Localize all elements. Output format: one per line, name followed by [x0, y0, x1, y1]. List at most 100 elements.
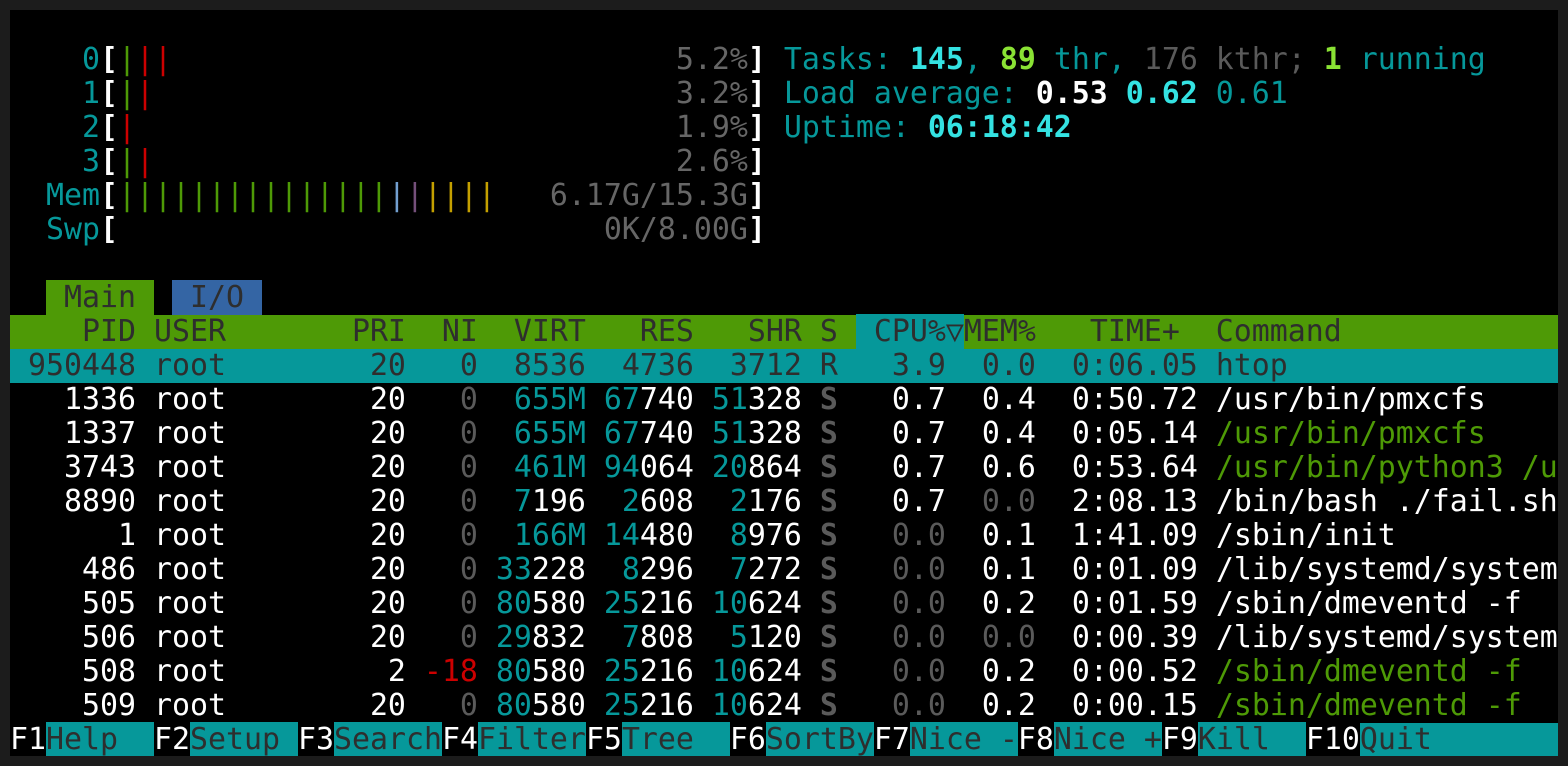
running-label: running — [1341, 42, 1486, 77]
virt-value: 655M — [513, 416, 586, 451]
res-thousands: 94 — [603, 450, 640, 485]
fkey-nice-button[interactable]: Nice + — [1053, 722, 1162, 756]
fkey-f6[interactable]: F6 — [729, 722, 766, 756]
state: R — [819, 348, 838, 383]
process-row[interactable]: 506 root 20 0 29832 7808 5120 S 0.0 0.0 … — [10, 621, 1558, 655]
fkey-f5[interactable]: F5 — [585, 722, 622, 756]
res-units: 064 — [639, 450, 694, 485]
column-ni[interactable]: NI — [405, 314, 478, 349]
pad — [694, 416, 712, 451]
fkey-f1[interactable]: F1 — [10, 722, 46, 756]
column-res[interactable]: RES — [585, 314, 694, 349]
shr: 2176 — [694, 484, 802, 519]
fkey-f10[interactable]: F10 — [1305, 722, 1360, 756]
pad — [694, 518, 730, 553]
pad — [586, 484, 622, 519]
column-mem[interactable]: MEM% — [963, 314, 1036, 349]
pid: 1337 — [10, 416, 136, 451]
state: S — [819, 688, 838, 723]
pad — [586, 688, 604, 723]
virt-value: 461M — [513, 450, 586, 485]
user: root — [153, 586, 316, 621]
fkey-tree-button[interactable]: Tree — [621, 722, 730, 756]
pid: 1336 — [10, 382, 136, 417]
tab-io[interactable]: I/O — [171, 280, 262, 315]
fkey-sortby-button[interactable]: SortBy — [765, 722, 874, 756]
command: /sbin/init — [1215, 518, 1396, 553]
meter-bar-segment: | — [117, 42, 136, 77]
fkey-f4[interactable]: F4 — [441, 722, 478, 756]
tasks-count: 145 — [909, 42, 964, 77]
user: root — [153, 348, 316, 383]
fkey-f7[interactable]: F7 — [873, 722, 910, 756]
fkey-quit-button[interactable]: Quit — [1359, 722, 1558, 756]
process-row[interactable]: 508 root 2 -18 80580 25216 10624 S 0.0 0… — [10, 655, 1558, 689]
gap — [802, 552, 820, 587]
column-virt[interactable]: VIRT — [477, 314, 586, 349]
process-row[interactable]: 950448 root 20 0 8536 4736 3712 R 3.9 0.… — [10, 349, 1558, 383]
gap — [136, 450, 154, 485]
time: 0:00.39 — [1035, 620, 1198, 655]
shr-units: 328 — [747, 416, 802, 451]
column-state[interactable]: S — [801, 314, 856, 349]
meter-bar-segment: | — [117, 110, 136, 145]
meter-bar-segment: | — [117, 144, 136, 179]
gap — [802, 518, 820, 553]
htop-terminal[interactable]: 0[||| 5.2%] Tasks: 145, 89 thr, 176 kthr… — [10, 10, 1558, 756]
pad — [586, 382, 604, 417]
process-row[interactable]: 1336 root 20 0 655M 67740 51328 S 0.7 0.… — [10, 383, 1558, 417]
shr-units: 864 — [747, 450, 802, 485]
meter-2: 2[| 1.9%] Uptime: 06:18:42 — [10, 111, 1558, 145]
process-row[interactable]: 509 root 20 0 80580 25216 10624 S 0.0 0.… — [10, 689, 1558, 723]
command: /usr/bin/pmxcfs — [1215, 382, 1486, 417]
fkey-f2[interactable]: F2 — [153, 722, 190, 756]
pad — [694, 484, 730, 519]
priority: 2 — [315, 654, 406, 689]
res: 8296 — [586, 552, 694, 587]
fkey-f8[interactable]: F8 — [1017, 722, 1054, 756]
pad — [694, 382, 712, 417]
process-row[interactable]: 505 root 20 0 80580 25216 10624 S 0.0 0.… — [10, 587, 1558, 621]
virt-thousands: 80 — [495, 688, 532, 723]
virt-units: 196 — [531, 484, 586, 519]
column-pri[interactable]: PRI — [315, 314, 406, 349]
gap — [802, 620, 820, 655]
shr-units: 624 — [747, 688, 802, 723]
column-cpu-sorted[interactable]: CPU%▽ — [855, 314, 964, 349]
nice: 0 — [405, 620, 478, 655]
pad — [478, 382, 514, 417]
fkey-kill-button[interactable]: Kill — [1197, 722, 1306, 756]
process-row[interactable]: 8890 root 20 0 7196 2608 2176 S 0.7 0.0 … — [10, 485, 1558, 519]
column-shr[interactable]: SHR — [693, 314, 802, 349]
user: root — [153, 620, 316, 655]
meter-bar-segment: | — [117, 76, 136, 111]
process-row[interactable]: 1 root 20 0 166M 14480 8976 S 0.0 0.1 1:… — [10, 519, 1558, 553]
fkey-setup-button[interactable]: Setup — [189, 722, 298, 756]
column-command[interactable]: Command — [1197, 314, 1342, 349]
meter-bracket-close: ] — [747, 110, 766, 145]
column-user[interactable]: USER — [153, 314, 316, 349]
process-row[interactable]: 1337 root 20 0 655M 67740 51328 S 0.7 0.… — [10, 417, 1558, 451]
process-row[interactable]: 486 root 20 0 33228 8296 7272 S 0.0 0.1 … — [10, 553, 1558, 587]
meter-bracket-open: [ — [99, 212, 118, 247]
column-time[interactable]: TIME+ — [1035, 314, 1198, 349]
fkey-search-button[interactable]: Search — [333, 722, 442, 756]
state: S — [819, 654, 838, 689]
column-pid[interactable]: PID — [10, 314, 136, 349]
pid: 509 — [10, 688, 136, 723]
fkey-help-button[interactable]: Help — [46, 722, 154, 756]
gap — [1198, 654, 1216, 689]
nice: 0 — [405, 484, 478, 519]
meter-mem: Mem[||||||||||||||||||||| 6.17G/15.3G] — [10, 179, 1558, 213]
fkey-f9[interactable]: F9 — [1161, 722, 1198, 756]
priority: 20 — [315, 382, 406, 417]
fkey-f3[interactable]: F3 — [297, 722, 334, 756]
process-row[interactable]: 3743 root 20 0 461M 94064 20864 S 0.7 0.… — [10, 451, 1558, 485]
res-units: 296 — [639, 552, 694, 587]
fkey-filter-button[interactable]: Filter — [477, 722, 586, 756]
mem-percent: 0.0 — [945, 484, 1036, 519]
res-thousands: 2 — [621, 484, 640, 519]
gap — [136, 484, 154, 519]
fkey-nice-button[interactable]: Nice - — [909, 722, 1018, 756]
tab-main[interactable]: Main — [46, 280, 154, 315]
